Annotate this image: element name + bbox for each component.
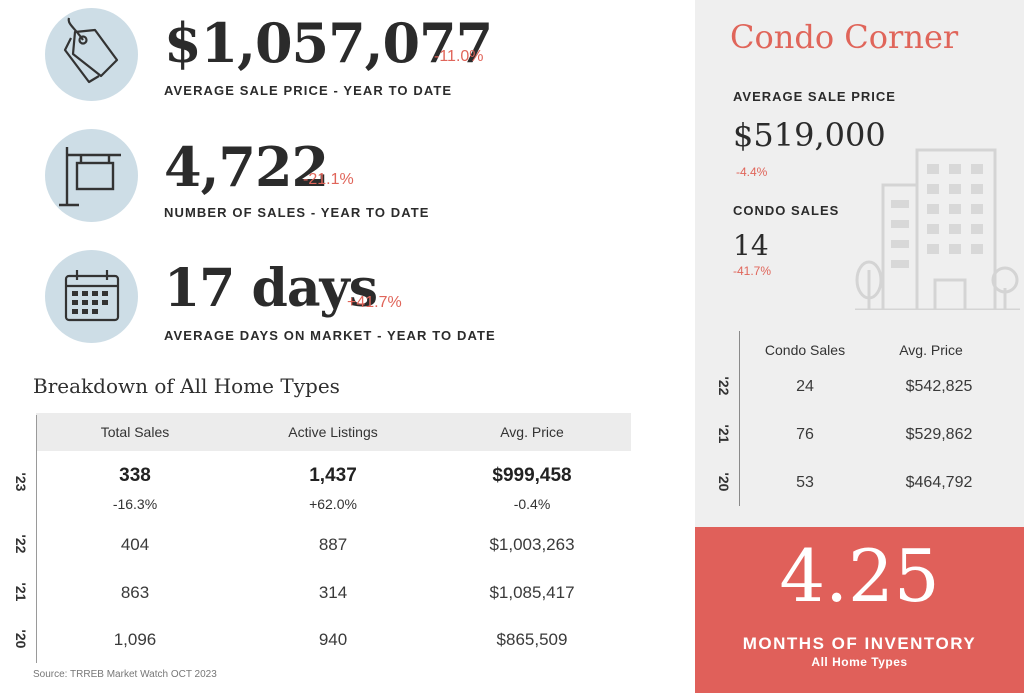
year-label-20: '20: [13, 629, 29, 649]
avg-sale-price-change: -11.0%: [434, 48, 484, 65]
condo-avg-price-22: $542,825: [905, 378, 973, 395]
condo-avg-price-20: $464,792: [905, 474, 973, 491]
inventory-value: 4.25: [779, 534, 940, 618]
condo-sales-label: CONDO SALES: [733, 203, 840, 218]
total-sales-change-23: -16.3%: [112, 496, 158, 512]
number-of-sales-value: 4,722: [164, 135, 329, 199]
condo-building-icon: [855, 148, 1020, 310]
condo-corner-title: Condo Corner: [730, 18, 959, 56]
avg-price-23: $999,458: [492, 465, 572, 486]
condo-avg-price-label: AVERAGE SALE PRICE: [733, 89, 896, 104]
condo-header-sales: Condo Sales: [764, 342, 846, 358]
total-sales-23: 338: [119, 465, 151, 486]
year-label-21: '21: [13, 582, 29, 602]
inventory-sublabel: All Home Types: [811, 655, 908, 669]
condo-avg-price-21: $529,862: [905, 426, 973, 443]
header-avg-price: Avg. Price: [500, 424, 564, 440]
days-on-market-change: +41.7%: [347, 294, 402, 311]
number-of-sales-caption: NUMBER OF SALES - YEAR TO DATE: [164, 205, 430, 220]
source-note: Source: TRREB Market Watch OCT 2023: [33, 669, 217, 680]
total-sales-21: 863: [120, 583, 150, 602]
avg-price-change-23: -0.4%: [513, 496, 551, 512]
condo-table-divider: [739, 331, 740, 506]
breakdown-divider: [36, 415, 37, 663]
avg-price-21: $1,085,417: [489, 583, 575, 602]
avg-sale-price-value: $1,057,077: [164, 11, 493, 75]
condo-sales-22: 24: [796, 378, 814, 395]
condo-sales-value: 14: [733, 229, 769, 262]
condo-year-20: '20: [716, 472, 732, 492]
year-label-22: '22: [13, 534, 29, 554]
total-sales-22: 404: [120, 535, 150, 554]
avg-price-20: $865,509: [496, 630, 568, 649]
year-label-23: '23: [13, 472, 29, 492]
number-of-sales-change: -21.1%: [303, 171, 354, 188]
active-listings-21: 314: [318, 583, 348, 602]
avg-sale-price-caption: AVERAGE SALE PRICE - YEAR TO DATE: [164, 83, 453, 98]
inventory-box: [695, 527, 1024, 693]
price-tag-icon: [63, 17, 119, 84]
condo-avg-price-value: $519,000: [733, 116, 886, 154]
condo-sales-21: 76: [796, 426, 814, 443]
active-listings-22: 887: [318, 535, 348, 554]
condo-corner-panel: [695, 0, 1024, 527]
active-listings-23: 1,437: [309, 465, 357, 486]
price-tag-icon-badge: [45, 8, 138, 101]
breakdown-table-header: [36, 413, 631, 451]
condo-year-21: '21: [716, 424, 732, 444]
active-listings-change-23: +62.0%: [309, 496, 357, 512]
calendar-icon: [64, 270, 120, 322]
days-on-market-caption: AVERAGE DAYS ON MARKET - YEAR TO DATE: [164, 328, 496, 343]
inventory-label: MONTHS OF INVENTORY: [742, 634, 977, 653]
total-sales-20: 1,096: [113, 630, 157, 649]
for-sale-sign-icon-badge: [45, 129, 138, 222]
condo-header-avg-price: Avg. Price: [899, 342, 963, 358]
calendar-icon-badge: [45, 250, 138, 343]
header-active-listings: Active Listings: [288, 424, 378, 440]
active-listings-20: 940: [318, 630, 348, 649]
condo-avg-price-change: -4.4%: [736, 165, 768, 179]
condo-sales-change: -41.7%: [733, 264, 772, 278]
header-total-sales: Total Sales: [100, 424, 170, 440]
breakdown-title: Breakdown of All Home Types: [33, 374, 340, 398]
condo-year-22: '22: [716, 376, 732, 396]
days-on-market-value: 17 days: [164, 258, 378, 319]
for-sale-sign-icon: [59, 147, 121, 207]
avg-price-22: $1,003,263: [489, 535, 575, 554]
condo-sales-20: 53: [796, 474, 814, 491]
